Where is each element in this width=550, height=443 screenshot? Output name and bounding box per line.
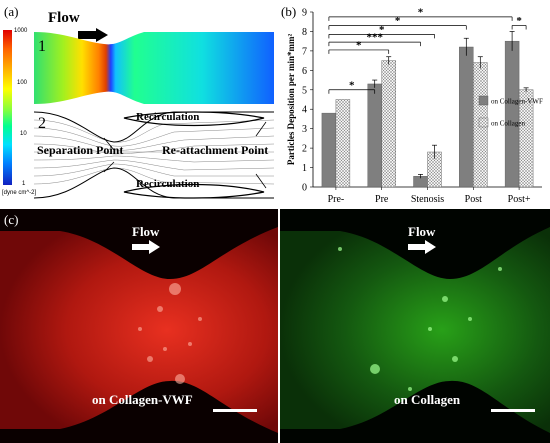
legend-swatch bbox=[478, 117, 489, 128]
x-tick-label: Post bbox=[465, 194, 482, 205]
channel-green bbox=[280, 227, 550, 433]
y-tick-label: 8 bbox=[302, 27, 307, 38]
colorbar-tick-1: 1 bbox=[22, 181, 26, 187]
recirculation-bottom-label: Recirculation bbox=[136, 178, 200, 190]
colorbar-tick-1000: 1000 bbox=[14, 28, 28, 34]
left-flow-arrow-icon bbox=[132, 240, 160, 254]
flow-arrow-icon bbox=[78, 28, 108, 42]
right-flow-arrow-icon bbox=[408, 240, 436, 254]
micrograph-left bbox=[0, 209, 278, 443]
y-tick-label: 4 bbox=[302, 105, 307, 116]
y-tick-label: 0 bbox=[302, 183, 307, 194]
panel-c-label: (c) bbox=[4, 212, 19, 227]
significance-star: * bbox=[356, 39, 362, 51]
y-tick-label: 1 bbox=[302, 163, 307, 174]
y-tick-label: 2 bbox=[302, 144, 307, 155]
reattachment-point-label: Re-attachment Point bbox=[162, 143, 269, 157]
bar bbox=[367, 83, 382, 188]
x-tick-label: Pre- bbox=[328, 194, 345, 205]
subpanel-2-label: 2 bbox=[38, 115, 46, 132]
significance-star: * bbox=[516, 15, 522, 27]
y-tick-label: 3 bbox=[302, 124, 307, 135]
significance-star: * bbox=[395, 15, 401, 27]
panel-a-label: (a) bbox=[4, 4, 19, 19]
panel-b-label: (b) bbox=[281, 4, 297, 19]
significance-star: * bbox=[349, 79, 355, 91]
bar bbox=[459, 46, 474, 188]
separation-point-label: Separation Point bbox=[37, 143, 124, 157]
colorbar bbox=[3, 30, 12, 185]
significance-star: * bbox=[418, 6, 424, 18]
x-tick-label: Pre bbox=[375, 194, 389, 205]
right-flow-label: Flow bbox=[408, 224, 436, 239]
x-tick-label: Stenosis bbox=[411, 194, 444, 205]
wall-shear-stress-map bbox=[34, 32, 274, 104]
left-caption: on Collagen-VWF bbox=[92, 392, 193, 407]
colorbar-unit: [dyne cm^-2] bbox=[2, 190, 37, 196]
bar bbox=[381, 60, 396, 188]
flow-label: Flow bbox=[48, 10, 80, 26]
y-tick-label: 5 bbox=[302, 85, 307, 96]
significance-star: * bbox=[379, 24, 385, 36]
x-tick-label: Post+ bbox=[508, 194, 531, 205]
y-tick-label: 6 bbox=[302, 66, 307, 77]
y-tick-label: 7 bbox=[302, 46, 307, 57]
streamline-diagram bbox=[34, 111, 274, 199]
colorbar-tick-10: 10 bbox=[20, 131, 27, 137]
right-scale-bar bbox=[491, 409, 535, 412]
channel-red bbox=[0, 227, 278, 433]
y-tick-label: 9 bbox=[302, 8, 307, 19]
y-axis-label: Particles Deposition per min*mm² bbox=[286, 34, 296, 166]
deposition-bar-chart: 0 1 2 3 4 5 6 7 8 9 Particles Deposition per min*m… bbox=[286, 6, 543, 205]
recirculation-top-label: Recirculation bbox=[136, 111, 200, 123]
left-scale-bar bbox=[213, 409, 257, 412]
legend-label: on Collagen-VWF bbox=[491, 98, 543, 106]
left-flow-label: Flow bbox=[132, 224, 160, 239]
legend-swatch bbox=[478, 95, 489, 106]
bar bbox=[504, 40, 520, 188]
bar bbox=[335, 99, 351, 188]
subpanel-1-label: 1 bbox=[38, 38, 46, 55]
bar bbox=[321, 112, 337, 188]
right-caption: on Collagen bbox=[394, 392, 461, 407]
colorbar-tick-100: 100 bbox=[17, 80, 28, 86]
legend-label: on Collagen bbox=[491, 120, 526, 128]
